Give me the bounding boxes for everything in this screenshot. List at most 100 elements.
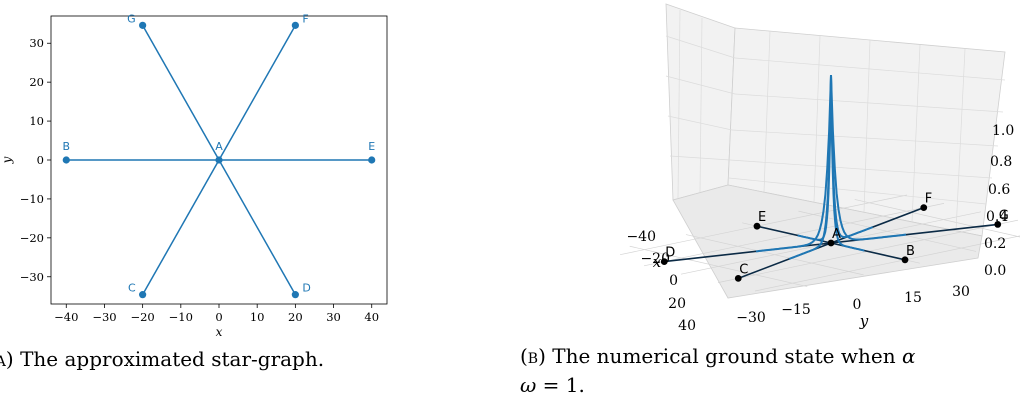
wall-grid-line [665, 75, 736, 95]
y-tick-label-a: 0 [37, 153, 44, 167]
x-tick-label-a: 20 [288, 310, 303, 324]
x-tick-label-a: 40 [364, 310, 379, 324]
node3d-E [753, 222, 761, 230]
ground-state-curve [797, 74, 832, 241]
z-tick-label-b: 0.6 [988, 182, 1010, 198]
y-axis-label-b: y [859, 312, 869, 330]
x-tick-label-a: −10 [169, 310, 193, 324]
ground-state-3d-plot: A B C D E F G −40 −20 0 20 40 −30 −15 0 15 30 0.0 0.2 0.4 0… [620, 3, 1020, 334]
node-label-D: D [302, 282, 310, 295]
y-tick-label-b: 0 [853, 297, 862, 313]
edge-AG [141, 24, 220, 161]
node3d-A [827, 239, 835, 247]
node-A [215, 156, 223, 164]
ground-state-curve [830, 74, 865, 252]
y-tick-label-a: −10 [20, 192, 44, 206]
node3d-label-D: D [665, 246, 675, 261]
node3d-F [920, 204, 928, 212]
edge-AD [218, 159, 297, 296]
node-B [62, 156, 70, 164]
wall-grid-line [813, 35, 821, 203]
wall-grid-line [763, 30, 771, 193]
y-tick-label-a: 10 [29, 114, 44, 128]
node3d-label-G: G [999, 208, 1009, 223]
y-tick-label-a: −30 [20, 270, 44, 284]
wall-grid-line [677, 9, 681, 199]
z-tick-label-b: 0.8 [990, 154, 1012, 170]
y-axis-label-a: y [0, 156, 14, 164]
node-label-G: G [127, 12, 136, 25]
edge-AC [141, 159, 220, 296]
caption-a-label: (a) [0, 347, 14, 371]
wall-grid-line [734, 93, 1004, 113]
x-tick-label-b: −40 [626, 229, 656, 245]
z-tick-label-b: 0.4 [986, 209, 1008, 225]
x-tick-label-a: 0 [215, 310, 222, 324]
caption-b-line2-rest: = 1. [536, 373, 585, 397]
caption-b-line2: ω = 1. [520, 372, 585, 399]
node3d-label-B: B [906, 244, 915, 259]
x-tick-label-b: 20 [668, 296, 686, 312]
node-label-B: B [62, 140, 70, 153]
caption-a-text: The approximated star-graph. [20, 347, 325, 371]
node-label-E: E [368, 140, 375, 153]
wall-grid-line [669, 155, 731, 161]
node-C [139, 291, 147, 299]
node-label-C: C [128, 282, 136, 295]
node3d-label-E: E [758, 210, 766, 225]
node-D [291, 291, 299, 299]
x-tick-label-b: 0 [669, 273, 678, 289]
node-label-A: A [215, 140, 223, 153]
x-axis-label-a: x [216, 325, 223, 339]
x-tick-label-a: 30 [326, 310, 341, 324]
wall-grid-line [734, 57, 1006, 81]
node3d-label-C: C [739, 262, 748, 277]
z-tick-label-b: 0.2 [984, 236, 1006, 252]
node3d-C [734, 274, 742, 282]
x-axis-label-b: x [653, 253, 662, 271]
wall-grid-line [665, 35, 736, 59]
node3d-label-F: F [925, 192, 932, 207]
node-E [368, 156, 376, 164]
caption-b-alpha: α [901, 344, 916, 368]
y-tick-label-b: −30 [736, 310, 766, 326]
y-tick-label-b: 30 [952, 284, 970, 300]
x-tick-label-a: −40 [54, 310, 78, 324]
ground-state-curve [830, 74, 907, 241]
wall-grid-line [731, 129, 999, 147]
wall-grid-line [699, 17, 703, 193]
caption-a: (a) The approximated star-graph. [0, 346, 324, 373]
edge-AF [218, 24, 297, 161]
y-tick-label-a: 20 [29, 75, 44, 89]
caption-b-text: The numerical ground state when [552, 344, 896, 368]
node3d-label-A: A [832, 227, 841, 242]
node-label-F: F [302, 12, 308, 25]
wall-grid-line [911, 44, 921, 223]
node-F [291, 21, 299, 29]
x-tick-label-b: 40 [678, 318, 696, 334]
y-tick-label-a: −20 [20, 231, 44, 245]
ground-state-curve [755, 74, 832, 253]
node-G [139, 21, 147, 29]
y-tick-label-b: 15 [904, 290, 922, 306]
ground-state-curve [830, 74, 874, 238]
node3d-G [994, 221, 1002, 228]
wall-grid-line [955, 48, 966, 232]
x-tick-label-a: −30 [92, 310, 116, 324]
z-tick-label-b: 0.0 [984, 263, 1006, 279]
wall-grid-line [667, 115, 733, 131]
wall-grid-line [728, 177, 987, 205]
star-graph-2d-plot: −40 −30 −20 −10 0 10 20 30 40 −30 −20 −10 0 10 20 30 A B… [0, 12, 388, 339]
x-tick-label-a: −20 [130, 310, 154, 324]
node3d-B [901, 256, 909, 264]
z-tick-label-b: 1.0 [992, 123, 1014, 139]
caption-b-omega: ω [520, 373, 537, 397]
caption-b: (b) The numerical ground state when α [520, 343, 915, 370]
y-tick-label-b: −15 [781, 302, 811, 318]
caption-b-label: (b) [520, 344, 546, 368]
x-tick-label-b: −20 [640, 251, 670, 267]
y-tick-label-a: 30 [29, 36, 44, 50]
wall-grid-line [729, 159, 993, 179]
node3d-D [660, 258, 668, 265]
x-tick-label-a: 10 [250, 310, 265, 324]
